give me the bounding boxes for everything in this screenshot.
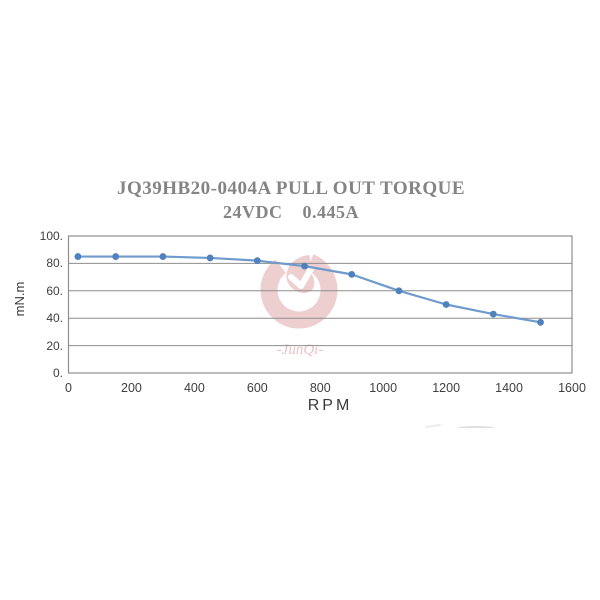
data-point-marker [537, 318, 544, 326]
y-tick-label-20: 20. [46, 338, 63, 353]
faint-artifact-mark [424, 423, 442, 429]
data-point-marker [74, 253, 82, 260]
data-point-marker [112, 253, 120, 260]
data-point-marker [301, 262, 308, 270]
y-tick-label-40: 40. [46, 311, 63, 326]
data-point-marker [348, 270, 356, 278]
chart-title-block: JQ39HB20-0404A PULL OUT TORQUE 24VDC 0.4… [0, 178, 582, 223]
x-tick-label-800: 800 [309, 381, 331, 395]
data-point-marker [159, 253, 167, 260]
x-tick-label-1000: 1000 [369, 381, 398, 395]
faint-artifact [424, 423, 495, 430]
x-tick-label-0: 0 [65, 381, 72, 395]
y-tick-label-0: 0. [52, 366, 63, 380]
chart-title-line1: JQ39HB20-0404A PULL OUT TORQUE [116, 178, 466, 199]
x-tick-label-1600: 1600 [558, 381, 586, 395]
faint-artifact-mark [457, 426, 495, 428]
data-point-marker [442, 301, 450, 308]
data-point-marker [206, 254, 214, 262]
x-axis-title: RPM [307, 397, 353, 414]
data-point-marker [395, 287, 403, 295]
data-point-marker [489, 310, 497, 318]
x-tick-label-1200: 1200 [432, 381, 461, 395]
torque-curve [77, 255, 541, 324]
x-tick-label-200: 200 [121, 381, 142, 395]
data-point-marker [253, 257, 261, 265]
chart-title-line2: 24VDC 0.445A [223, 201, 359, 222]
y-tick-label-100: 100. [39, 229, 63, 243]
y-tick-label-60: 60. [46, 283, 63, 298]
y-axis-title: mN.m [12, 281, 27, 317]
plot-border [67, 235, 573, 374]
y-tick-label-80: 80. [46, 256, 63, 271]
x-tick-label-1400: 1400 [495, 381, 523, 395]
x-tick-label-400: 400 [183, 381, 205, 395]
x-tick-label-600: 600 [246, 381, 268, 395]
